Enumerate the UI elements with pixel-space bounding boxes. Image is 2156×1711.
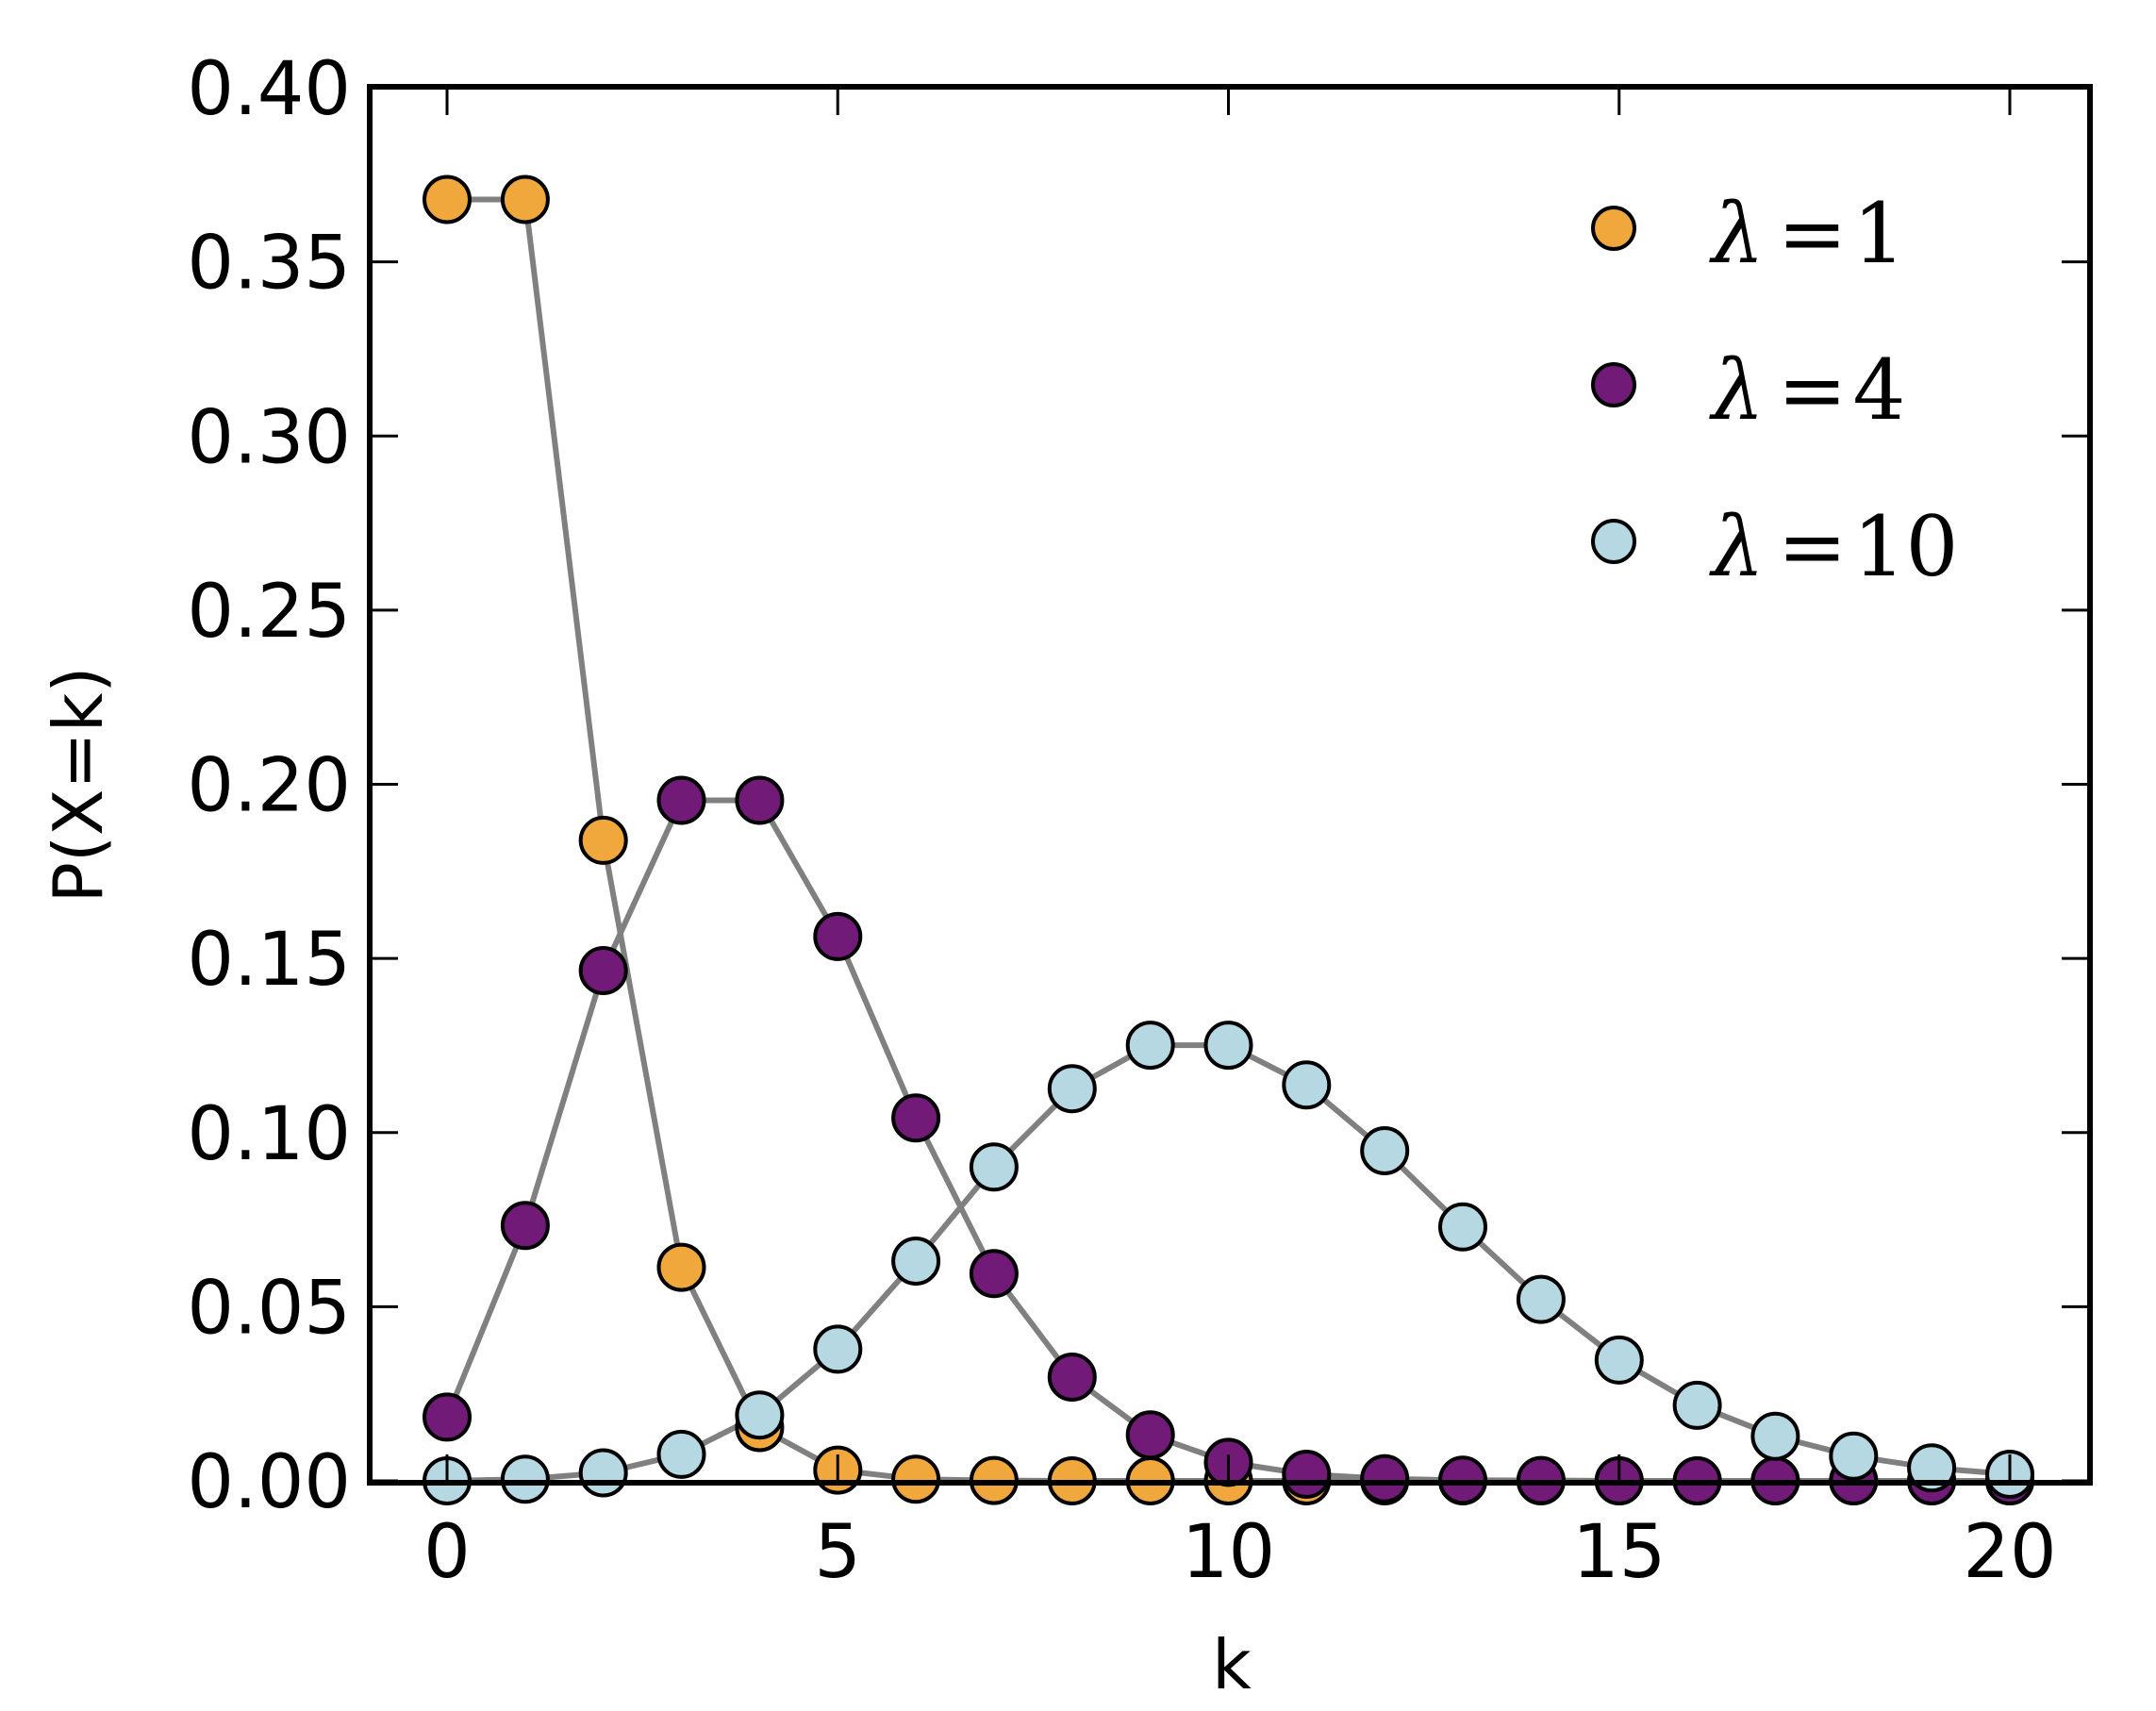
y-tick-label: 0.25 (187, 570, 351, 655)
axes-frame (367, 84, 2093, 1486)
x-axis-ticks: 0 5 10 15 20 (423, 87, 2057, 1595)
data-point (1750, 1411, 1800, 1461)
legend-marker (1591, 206, 1636, 251)
legend-item: λ =4 (1591, 341, 1906, 439)
data-point (891, 1454, 941, 1504)
legend-label: λ =10 (1709, 498, 1959, 595)
legend-item: λ =10 (1591, 498, 1959, 595)
y-tick-label: 0.00 (187, 1440, 351, 1525)
x-tick-label: 5 (814, 1510, 861, 1595)
data-point (735, 775, 785, 825)
data-point (813, 1324, 863, 1374)
x-tick-label: 10 (1182, 1510, 1275, 1595)
legend-marker (1591, 519, 1636, 564)
data-point (656, 775, 706, 825)
y-tick-label: 0.05 (187, 1266, 351, 1351)
x-tick-label: 15 (1572, 1510, 1666, 1595)
y-tick-label: 0.10 (187, 1092, 351, 1177)
data-point (656, 1242, 706, 1292)
data-point (1360, 1126, 1410, 1175)
data-point (500, 1201, 550, 1251)
data-point (1047, 1353, 1097, 1402)
series-line-1 (444, 797, 2010, 1484)
data-point (1203, 1021, 1253, 1071)
data-point (656, 1429, 706, 1479)
y-tick-label: 0.35 (187, 222, 351, 307)
data-point (1516, 1274, 1566, 1324)
data-point (969, 1249, 1019, 1299)
data-point (1594, 1335, 1644, 1385)
legend-label: λ =1 (1709, 185, 1906, 282)
data-point (1829, 1431, 1879, 1481)
data-point (500, 1454, 550, 1504)
data-point (578, 815, 628, 865)
y-tick-label: 0.15 (187, 918, 351, 1003)
data-point (1282, 1060, 1332, 1110)
data-point (1125, 1021, 1175, 1071)
data-point (891, 1237, 941, 1286)
data-point (500, 174, 550, 224)
y-tick-label: 0.30 (187, 395, 351, 480)
data-point (423, 1392, 472, 1442)
legend: λ =1 λ =4 λ =10 (1591, 185, 1959, 595)
data-point (1438, 1202, 1487, 1252)
data-point (891, 1093, 941, 1143)
data-point (969, 1142, 1019, 1192)
data-point (1360, 1454, 1410, 1503)
data-point (735, 1390, 785, 1440)
data-point (1907, 1443, 1957, 1493)
plot-border (367, 84, 2093, 1486)
y-axis-ticks: 0.00 0.05 0.10 0.15 0.20 0.25 0.30 0.35 0.40 (187, 47, 2090, 1525)
data-point (1282, 1450, 1332, 1499)
legend-item: λ =1 (1591, 185, 1906, 282)
x-tick-label: 0 (423, 1510, 471, 1595)
data-point (813, 911, 863, 961)
x-tick-label: 20 (1963, 1510, 2056, 1595)
data-point (423, 174, 472, 224)
data-point (578, 1448, 628, 1498)
x-axis-label: k (1212, 1625, 1252, 1704)
data-point (1047, 1064, 1097, 1114)
y-tick-label: 0.20 (187, 744, 351, 829)
y-tick-label: 0.40 (187, 47, 351, 132)
data-point (578, 946, 628, 995)
legend-label: λ =4 (1709, 341, 1906, 439)
data-point (1125, 1410, 1175, 1460)
y-axis-label: P(X=k) (39, 667, 118, 904)
legend-marker (1591, 362, 1636, 407)
data-point (1672, 1380, 1722, 1430)
